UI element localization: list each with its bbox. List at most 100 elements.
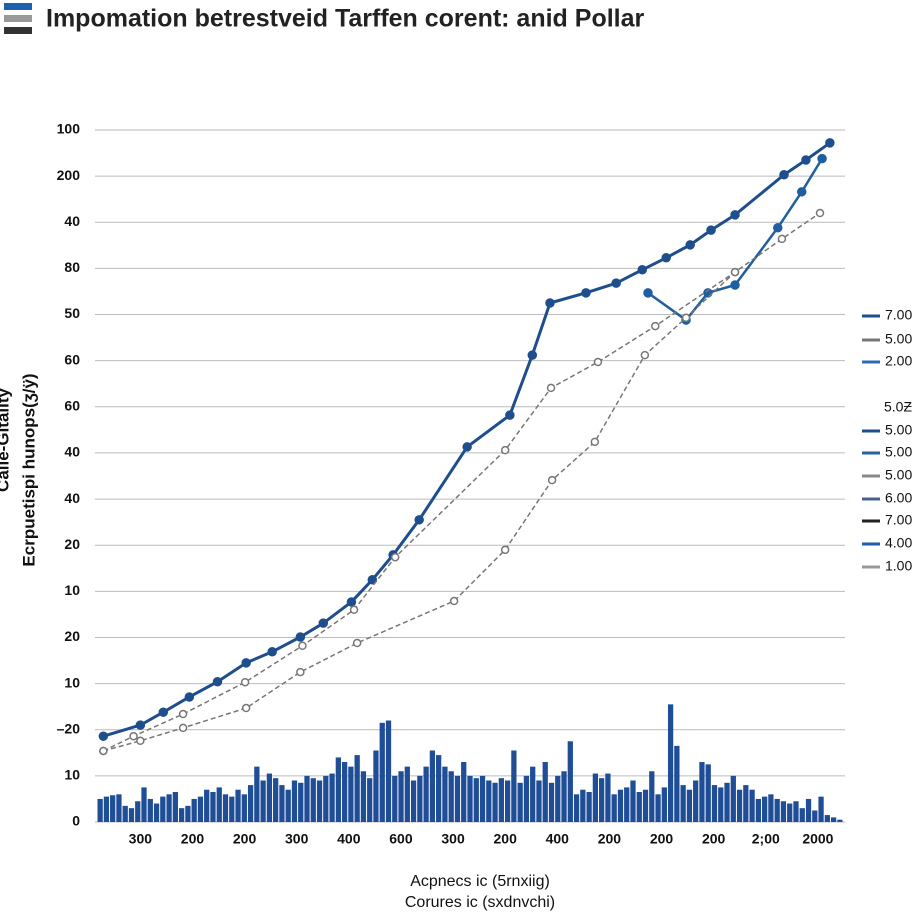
bar [743,785,749,822]
bar [153,803,160,822]
bar [166,794,172,822]
legend-label: 5.00 [885,331,912,347]
legend-label: 5.00 [885,422,912,438]
bar [573,794,580,822]
bar [172,792,178,822]
marker [505,410,515,420]
marker [212,677,223,687]
bar [749,789,755,822]
icon-bar [4,27,32,34]
bar [555,775,561,822]
marker [817,153,827,164]
bar [398,771,404,822]
icon-bar [4,3,32,10]
bar [436,755,442,822]
x-tick-label: 400 [337,831,361,847]
bar [504,780,511,822]
x-tick-label: 2;00 [752,831,780,847]
bar [185,805,191,822]
marker [777,234,787,244]
bar [103,796,110,822]
marker [681,313,691,323]
bar [354,755,360,822]
y-tick-label: 10 [64,582,80,598]
bar [812,810,818,822]
bar [736,789,743,822]
bar [229,796,235,822]
marker [500,445,510,455]
bar [348,766,354,822]
y-tick-label: 60 [64,398,80,414]
bar [204,789,210,822]
bar [536,780,542,822]
bar [780,801,787,822]
bar [492,782,498,822]
bar [247,785,254,822]
bar [97,798,103,822]
x-tick-label: 300 [285,831,309,847]
bar [667,704,674,822]
bar [467,775,473,822]
marker [295,632,306,642]
bar [128,808,135,822]
bar [442,766,448,822]
marker [815,208,825,218]
bar [404,766,410,822]
x-tick-label: 200 [233,831,257,847]
x-tick-label: 2000 [802,831,833,847]
bar [285,789,291,822]
legend-label: 1.00 [885,558,912,574]
marker [581,288,591,298]
bar [611,794,617,822]
bar [617,789,624,822]
bar [680,785,686,822]
marker [158,707,169,717]
bar [178,808,185,822]
bar [160,796,166,822]
bar [429,750,436,822]
bar [523,775,530,822]
bar [661,787,667,822]
bar [135,801,141,822]
bar [793,801,799,822]
bar [222,794,229,822]
line [647,157,824,322]
marker [462,442,472,452]
x-tick-label: 400 [546,831,570,847]
x-tick-label: 600 [389,831,413,847]
bar [329,773,335,822]
x-axis-label: Corures ic (sxdnvchi) [405,894,555,911]
bar [655,794,661,822]
legend-label: 5.00 [885,444,912,460]
marker [352,638,362,648]
bar [110,795,116,822]
bar [210,792,216,822]
y-axis-label: Calle-Gitality [0,387,12,491]
marker [414,515,424,525]
bar [392,775,398,822]
marker [135,720,146,730]
bar [686,789,693,822]
y-tick-label: 40 [64,213,80,229]
marker [390,552,400,562]
bar [599,778,605,822]
marker [240,677,250,687]
x-tick-label: 200 [702,831,726,847]
bar [197,796,204,822]
y-tick-label: 60 [64,351,80,367]
marker [730,267,740,277]
marker [296,667,305,677]
marker [129,731,138,741]
marker [779,169,789,180]
bar [116,794,122,822]
marker [99,746,108,756]
bar [837,819,843,822]
y-tick-label: 10 [64,674,80,690]
bar [298,782,304,822]
marker [298,641,307,651]
legend-label: 6.00 [885,490,912,506]
y-tick-label: 0 [72,813,80,829]
bar [699,762,705,822]
bar [730,775,736,822]
